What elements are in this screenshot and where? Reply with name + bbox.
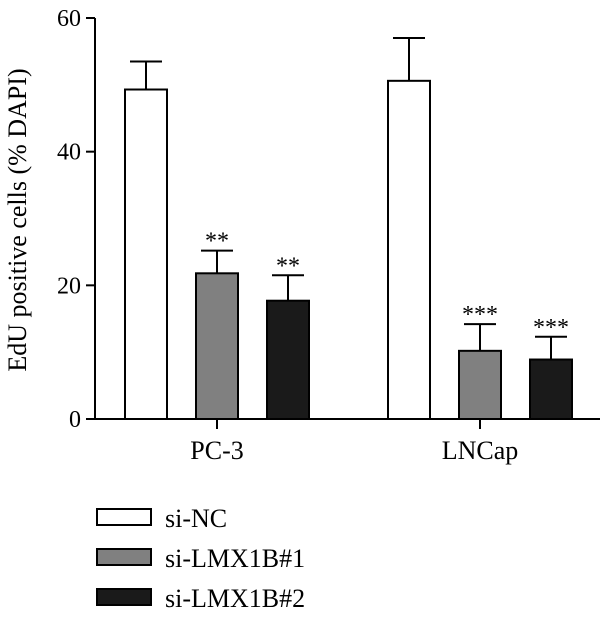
legend-label: si-LMX1B#2 [165,584,305,613]
legend-label: si-NC [165,504,227,533]
bar-pc-3-si-lmx1b-2 [266,299,310,420]
y-tick-label: 20 [57,273,81,299]
significance-label: ** [276,253,300,279]
significance-label: ** [205,229,229,255]
bars: ******* *** [124,37,573,421]
legend-swatch [96,588,152,606]
bar-lncap-si-nc [387,79,431,420]
legend-swatch [96,548,152,566]
y-tick-label: 0 [69,407,81,433]
y-tick-label: 60 [57,6,81,32]
legend: si-NC si-LMX1B#1 si-LMX1B#2 [96,504,305,613]
x-tick-label: LNCap [442,436,519,465]
bar-pc-3-si-nc [124,88,168,421]
bar-pc-3-si-lmx1b-1 [195,272,239,421]
legend-label: si-LMX1B#1 [165,544,305,573]
significance-label: *** [462,302,498,328]
y-axis-label: EdU positive cells (% DAPI) [3,68,32,371]
bar-lncap-si-lmx1b-2 [529,358,573,421]
y-tick-label: 40 [57,140,81,166]
significance-label: *** [533,315,569,341]
axes: 0 20 40 60 PC-3 LNCap [57,6,600,465]
bar-lncap-si-lmx1b-1 [458,349,502,420]
x-tick-label: PC-3 [190,436,243,465]
legend-swatch [96,508,152,526]
